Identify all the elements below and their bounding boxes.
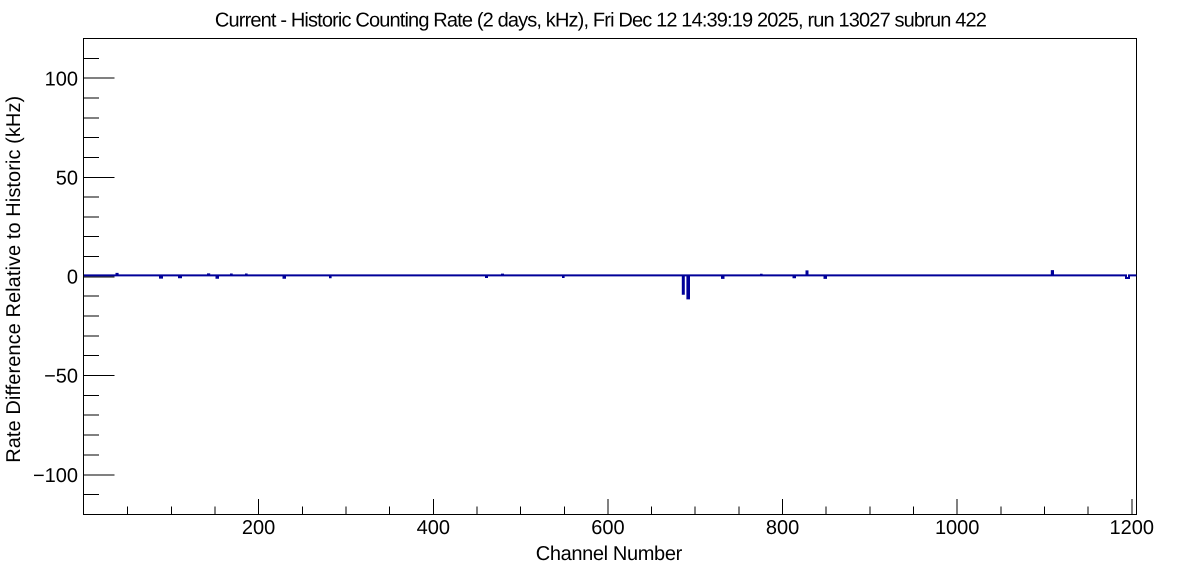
svg-text:600: 600 bbox=[591, 517, 624, 539]
svg-text:200: 200 bbox=[242, 517, 275, 539]
svg-text:Current - Historic Counting Ra: Current - Historic Counting Rate (2 days… bbox=[215, 9, 987, 31]
svg-text:50: 50 bbox=[56, 168, 78, 190]
svg-text:Rate Difference Relative to Hi: Rate Difference Relative to Historic (kH… bbox=[3, 96, 25, 463]
svg-text:1200: 1200 bbox=[1110, 517, 1155, 539]
svg-text:−50: −50 bbox=[44, 366, 78, 388]
svg-text:0: 0 bbox=[67, 267, 78, 289]
svg-text:1000: 1000 bbox=[935, 517, 980, 539]
svg-text:400: 400 bbox=[417, 517, 450, 539]
svg-text:−100: −100 bbox=[33, 465, 78, 487]
svg-text:100: 100 bbox=[45, 69, 78, 91]
svg-text:Channel Number: Channel Number bbox=[536, 543, 683, 565]
svg-text:800: 800 bbox=[766, 517, 799, 539]
